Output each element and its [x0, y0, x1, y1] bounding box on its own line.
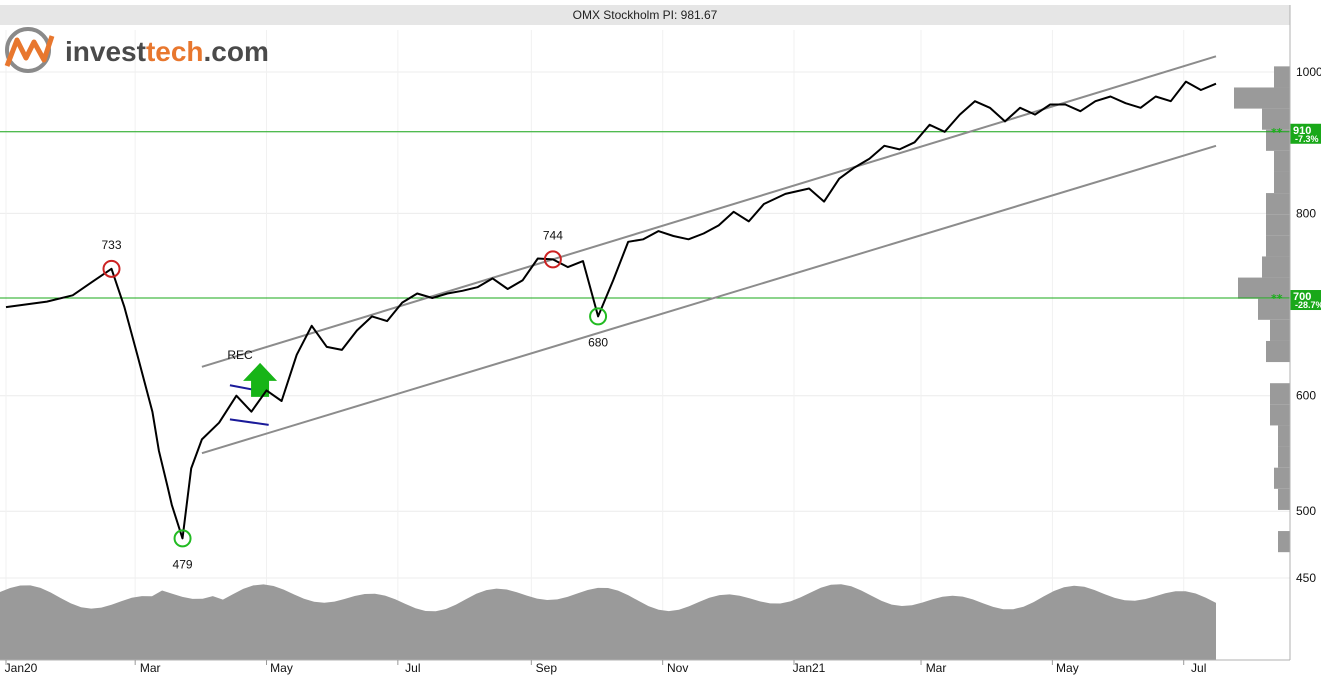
volume-profile-bar [1270, 383, 1290, 405]
level-label-box [1290, 123, 1321, 144]
top-marker-icon [543, 250, 562, 269]
volume-profile-bar [1266, 193, 1290, 215]
trend-channel [201, 55, 1217, 455]
y-tick-label: 450 [1296, 571, 1316, 585]
annotation-label: 744 [543, 228, 563, 242]
volume-profile-bar [1266, 340, 1290, 363]
volume-profile-bar [1278, 446, 1290, 468]
buy-arrow-icon [243, 362, 278, 397]
x-tick-label: Jan21 [793, 661, 826, 675]
volume-profile-bar [1274, 467, 1290, 489]
bottom-marker-icon [589, 307, 608, 326]
volume-area-fill [0, 584, 1216, 660]
x-axis-ticks: Jan20 Mar May Jul Sep Nov Jan21 Mar May Jul [5, 660, 1206, 675]
level-label-box [1290, 290, 1321, 311]
price-line [5, 80, 1217, 540]
x-tick-label: Mar [140, 661, 161, 675]
annotation-label: 733 [101, 238, 121, 252]
volume-profile-bar [1262, 108, 1290, 130]
volume-profile-bar [1278, 531, 1290, 553]
x-tick-label: Jul [1191, 661, 1206, 675]
level-percent: -7.3% [1295, 134, 1319, 144]
investtech-logo: investtech.com [4, 27, 269, 73]
logo-zigzag-icon [4, 35, 55, 67]
y-axis-ticks: 450 500 600 800 1000 [1296, 65, 1321, 585]
volume-profile-bar [1266, 235, 1290, 257]
volume-area [0, 584, 1216, 660]
chart-title: OMX Stockholm PI: 981.67 [573, 8, 718, 22]
level-percent: -28.7% [1295, 300, 1321, 310]
support-resistance-lines: ** 910-7.3% ** 700-28.7% [0, 123, 1321, 311]
y-tick-label: 500 [1296, 504, 1316, 518]
top-marker-icon [102, 259, 121, 278]
volume-profile-bar [1266, 129, 1290, 151]
grid [0, 30, 1290, 660]
logo-text: investtech.com [65, 36, 269, 67]
wedge-lower-line [229, 418, 269, 426]
wedge-pattern: REC [227, 348, 278, 426]
x-tick-label: Jul [405, 661, 420, 675]
x-tick-label: May [1056, 661, 1079, 675]
volume-profile-bar [1274, 171, 1290, 194]
annotation-label: 479 [173, 557, 193, 571]
x-tick-label: Sep [536, 661, 558, 675]
x-tick-label: May [270, 661, 293, 675]
volume-profile [1234, 66, 1290, 553]
channel-line [201, 144, 1217, 455]
level-label: 700 [1293, 291, 1311, 303]
volume-profile-bar [1274, 150, 1290, 172]
volume-profile-bar [1238, 277, 1290, 299]
volume-profile-bar [1278, 488, 1290, 510]
volume-profile-bar [1258, 298, 1290, 320]
signal-label: REC [227, 348, 253, 362]
volume-profile-bar [1270, 319, 1290, 341]
level-star-icon: ** [1271, 292, 1283, 305]
volume-profile-bar [1262, 256, 1290, 278]
y-tick-label: 600 [1296, 389, 1316, 403]
volume-profile-bar [1270, 404, 1290, 426]
volume-profile-bar [1266, 214, 1290, 236]
bottom-marker-icon [173, 529, 192, 548]
channel-line [201, 55, 1217, 368]
volume-profile-bar [1274, 66, 1290, 88]
y-tick-label: 1000 [1296, 65, 1321, 79]
x-tick-label: Mar [926, 661, 947, 675]
price-series [5, 80, 1217, 540]
title-bar [0, 5, 1290, 25]
level-label: 910 [1293, 125, 1311, 137]
volume-profile-bar [1234, 87, 1290, 109]
y-tick-label: 800 [1296, 206, 1316, 220]
annotations: 733 479 744 680 [101, 228, 608, 571]
x-tick-label: Nov [667, 661, 688, 675]
level-star-icon: ** [1271, 126, 1283, 139]
annotation-label: 680 [588, 335, 608, 349]
x-tick-label: Jan20 [5, 661, 38, 675]
volume-profile-bar [1278, 425, 1290, 447]
